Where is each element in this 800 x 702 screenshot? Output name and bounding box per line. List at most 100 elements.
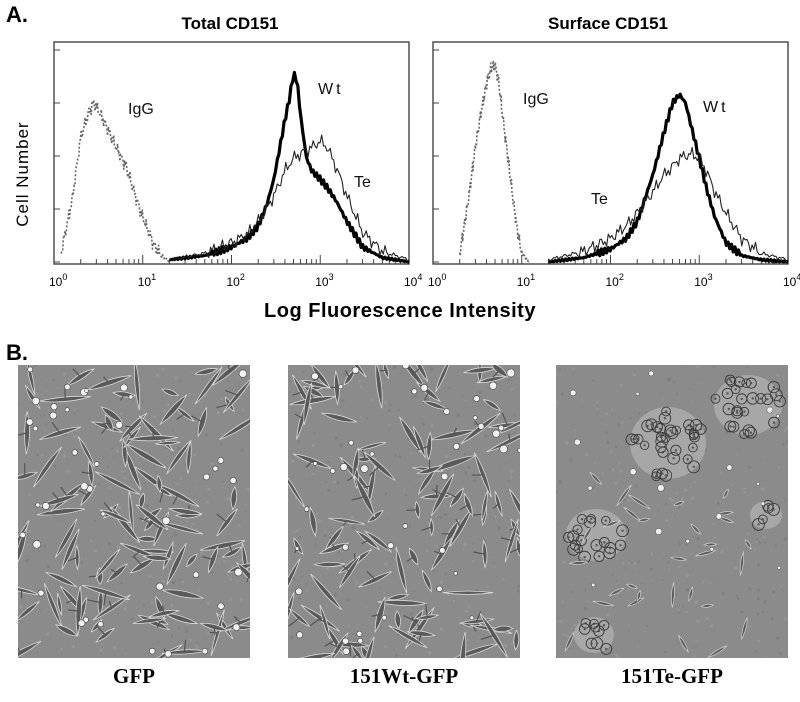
rounded-cell: [155, 582, 164, 591]
rounded-cell: [50, 403, 58, 411]
x-tick-label: 101: [517, 272, 535, 289]
rounded-cell: [775, 414, 780, 418]
series-te-line: [169, 134, 410, 262]
cell: [417, 467, 437, 496]
rounded-cell: [238, 369, 248, 378]
cell: [430, 473, 455, 517]
surface-cd151-title: Surface CD151: [547, 14, 668, 33]
cell: [508, 488, 520, 527]
micrograph-151wt-gfp: [288, 365, 520, 658]
x-tick-label: 103: [315, 272, 333, 289]
cell: [395, 546, 408, 594]
rounded-cell: [120, 383, 128, 392]
rounded-cell: [100, 511, 106, 517]
cell: [406, 547, 419, 566]
rounded-cell: [387, 542, 395, 549]
total-cd151-title: Total CD151: [181, 14, 279, 33]
rounded-cell: [80, 482, 89, 491]
rounded-cell: [49, 411, 58, 420]
cell: [221, 544, 243, 558]
cell: [459, 631, 467, 658]
cell: [320, 412, 358, 423]
cell: [339, 555, 361, 589]
series-igg-line: [60, 99, 171, 265]
cell: [317, 604, 331, 640]
rounded-cell: [436, 585, 443, 592]
cell: [352, 446, 360, 480]
cell: [371, 595, 386, 634]
cell: [100, 406, 124, 423]
cell: [209, 609, 225, 657]
x-tick-label: 104: [783, 272, 800, 289]
series-igg-label: IgG: [523, 91, 549, 108]
cell: [162, 612, 199, 625]
series-wt-line: [548, 92, 789, 264]
rounded-cell: [360, 464, 369, 473]
rounded-cell: [441, 472, 449, 481]
cell: [500, 518, 519, 563]
series-te-line: [548, 146, 789, 262]
cell: [166, 439, 192, 475]
cell: [475, 375, 508, 384]
cell: [119, 412, 148, 442]
rounded-cell: [473, 395, 480, 402]
cell: [61, 528, 80, 570]
cell: [442, 590, 494, 595]
cell: [77, 436, 95, 468]
cell: [18, 640, 42, 658]
cell: [99, 414, 114, 432]
cell: [446, 487, 464, 508]
cell: [703, 542, 718, 547]
cell: [44, 572, 78, 588]
rounded-cell: [443, 408, 451, 415]
cell: [459, 492, 473, 517]
cell: [94, 471, 141, 495]
cell: [379, 365, 390, 380]
rounded-cell: [32, 425, 39, 432]
cell: [288, 558, 301, 605]
cell: [222, 377, 250, 413]
cell: [147, 605, 181, 618]
cell: [290, 652, 335, 658]
cell: [158, 521, 204, 535]
plot-frame: [53, 41, 410, 265]
cell: [194, 366, 223, 405]
cell: [132, 617, 167, 624]
rounded-cell: [439, 547, 446, 554]
rounded-cell: [351, 366, 360, 374]
rounded-cell: [35, 502, 41, 508]
plot-frame: [432, 41, 789, 265]
x-tick-label: 100: [49, 272, 67, 289]
x-axis-label: Log Fluorescence Intensity: [264, 300, 536, 322]
rounded-cell: [453, 443, 460, 450]
rounded-cell: [469, 615, 475, 621]
rounded-cell: [498, 424, 505, 431]
series-te-label: Te: [354, 174, 371, 191]
rounded-cell: [313, 461, 318, 466]
rounded-cell: [229, 477, 237, 484]
cell: [154, 440, 182, 446]
cell: [219, 613, 250, 632]
series-wt-label: Wt: [703, 99, 729, 116]
rounded-cell: [766, 406, 774, 414]
cell: [313, 561, 347, 568]
cell: [18, 600, 41, 622]
cell: [128, 427, 179, 442]
cell: [377, 599, 428, 606]
cell: [700, 603, 714, 608]
cell: [202, 545, 219, 574]
cell: [449, 508, 473, 547]
rounded-cell: [42, 502, 50, 510]
rounded-cell: [217, 602, 225, 610]
caption-151wt-gfp: 151Wt-GFP: [349, 664, 459, 688]
rounded-cell: [499, 444, 508, 454]
rounded-cell: [726, 464, 733, 471]
rounded-cell: [777, 565, 781, 570]
cell: [230, 485, 238, 511]
cell: [723, 488, 729, 499]
cell: [33, 446, 63, 488]
cell: [106, 563, 128, 583]
cell: [36, 508, 85, 516]
total-cd151-histogram: 100 101 102 103 104 IgG Wt Te: [49, 41, 422, 289]
cell: [694, 550, 717, 557]
